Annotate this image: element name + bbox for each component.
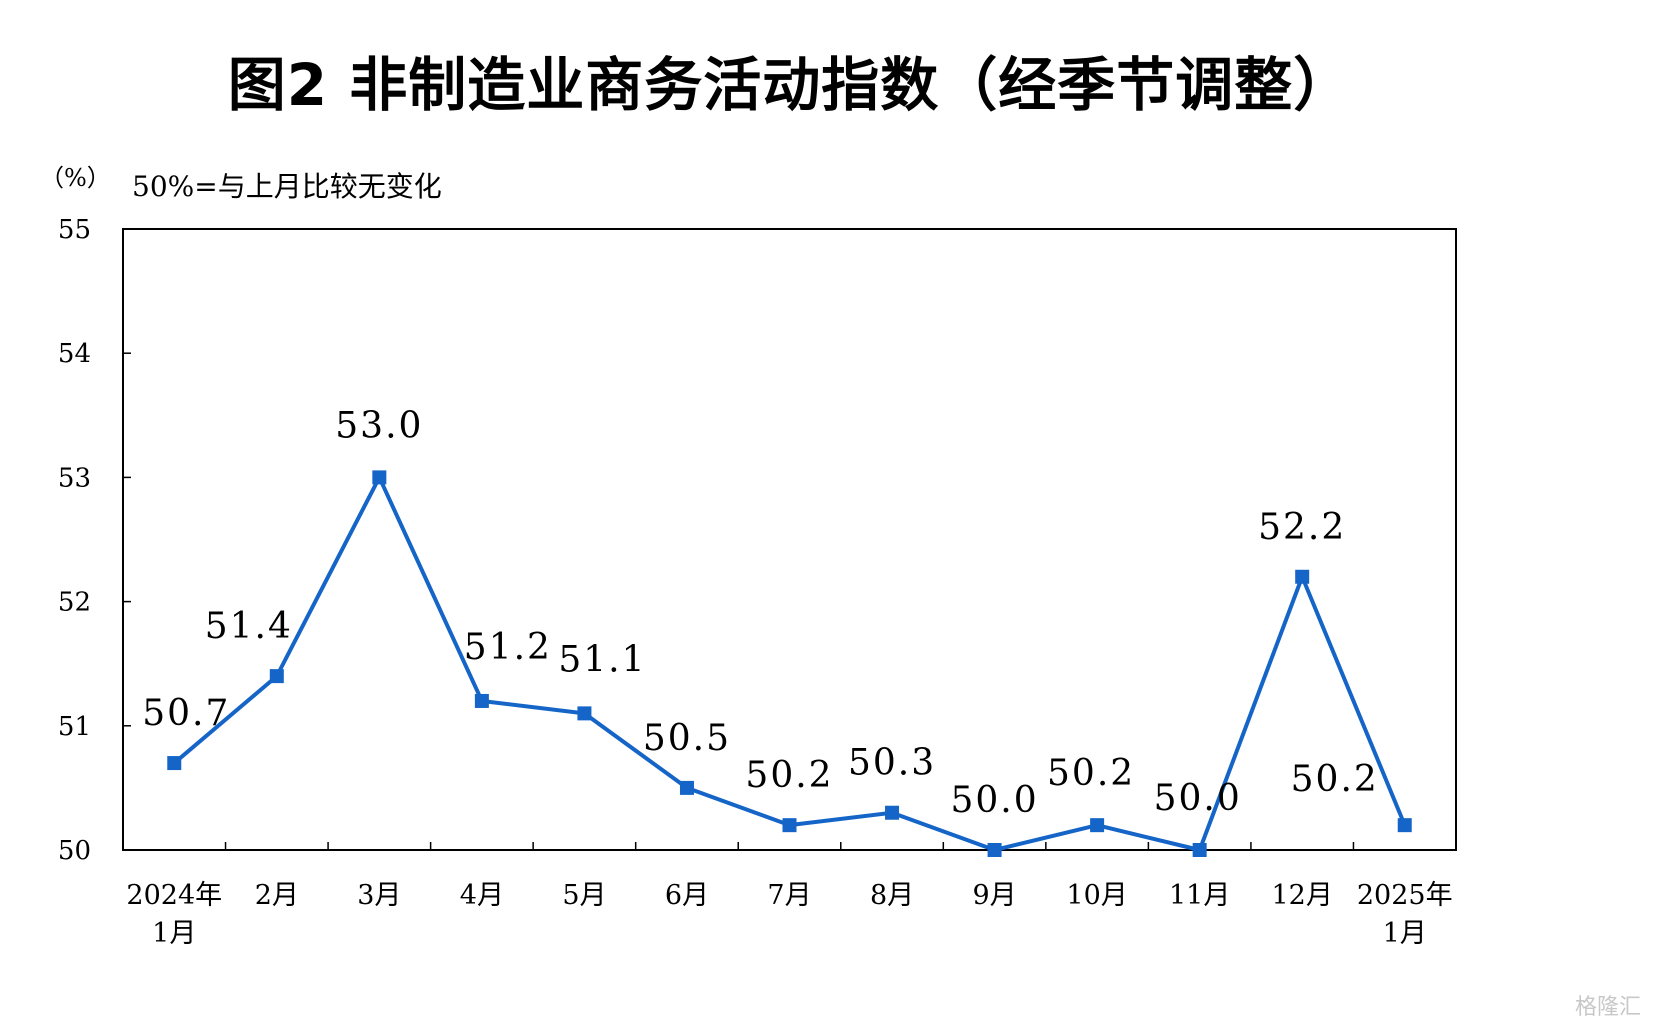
data-point-marker	[885, 805, 900, 820]
y-tick-label: 52	[58, 588, 91, 618]
x-tick-label-line: 9月	[972, 880, 1016, 911]
data-point-marker	[1295, 569, 1310, 584]
x-tick-label: 3月	[357, 880, 401, 911]
data-label: 50.5	[643, 718, 731, 759]
data-point-marker	[1397, 818, 1412, 833]
data-point-marker	[577, 706, 592, 721]
x-tick-label-line: 11月	[1169, 880, 1230, 911]
y-tick-label: 53	[58, 463, 91, 493]
plot-frame	[122, 228, 1457, 851]
data-label: 52.2	[1258, 507, 1346, 548]
data-label: 50.2	[1291, 759, 1379, 800]
data-point-marker	[679, 780, 694, 795]
x-tick-label-line: 1月	[1383, 918, 1427, 949]
data-label: 53.0	[335, 405, 423, 446]
data-label: 50.0	[950, 780, 1038, 821]
data-point-marker	[987, 843, 1002, 857]
x-tick-label: 2024年 1月	[126, 880, 222, 949]
chart-note: 50%=与上月比较无变化	[132, 170, 442, 203]
data-point-marker	[1090, 818, 1105, 833]
x-tick-label-line: 2024年	[126, 880, 222, 911]
y-axis-unit-label: （%）	[40, 164, 111, 192]
data-point-marker	[167, 756, 182, 771]
data-label: 51.1	[558, 639, 646, 680]
x-tick-label-line: 10月	[1066, 880, 1127, 911]
x-tick-label: 6月	[665, 880, 709, 911]
x-tick-label-line: 8月	[870, 880, 914, 911]
watermark-logo: 格隆汇	[1574, 995, 1641, 1020]
y-tick-label: 55	[58, 215, 91, 245]
data-point-marker	[474, 693, 489, 708]
y-tick-label: 51	[58, 712, 91, 742]
x-tick-label-line: 7月	[767, 880, 811, 911]
data-point-marker	[269, 669, 284, 684]
x-tick-label-line: 12月	[1272, 880, 1333, 911]
data-label: 50.7	[142, 693, 230, 734]
data-label: 51.2	[464, 627, 552, 668]
x-tick-label: 2025年 1月	[1357, 880, 1453, 949]
data-point-marker	[1192, 843, 1207, 857]
x-tick-label: 10月	[1066, 880, 1127, 911]
x-tick-label: 4月	[460, 880, 504, 911]
x-tick-label: 12月	[1272, 880, 1333, 911]
x-tick-label: 9月	[972, 880, 1016, 911]
data-point-marker	[372, 470, 387, 485]
data-label: 50.0	[1154, 778, 1242, 819]
y-tick-label: 54	[58, 339, 91, 369]
x-tick-label: 7月	[767, 880, 811, 911]
x-tick-label-line: 2025年	[1357, 880, 1453, 911]
data-label: 51.4	[205, 606, 293, 647]
x-tick-label-line: 4月	[460, 880, 504, 911]
y-tick-label: 50	[58, 836, 91, 866]
data-label: 50.2	[1047, 753, 1135, 794]
x-tick-label: 8月	[870, 880, 914, 911]
x-tick-label-line: 5月	[562, 880, 606, 911]
x-tick-label-line: 1月	[152, 918, 196, 949]
x-tick-label-line: 6月	[665, 880, 709, 911]
x-tick-label: 2月	[255, 880, 299, 911]
x-tick-label-line: 3月	[357, 880, 401, 911]
data-label: 50.3	[848, 743, 936, 784]
x-tick-label-line: 2月	[255, 880, 299, 911]
chart-title: 图2 非制造业商务活动指数（经季节调整）	[227, 51, 1353, 119]
x-tick-label: 5月	[562, 880, 606, 911]
data-point-marker	[782, 818, 797, 833]
x-tick-label: 11月	[1169, 880, 1230, 911]
data-label: 50.2	[745, 755, 833, 796]
